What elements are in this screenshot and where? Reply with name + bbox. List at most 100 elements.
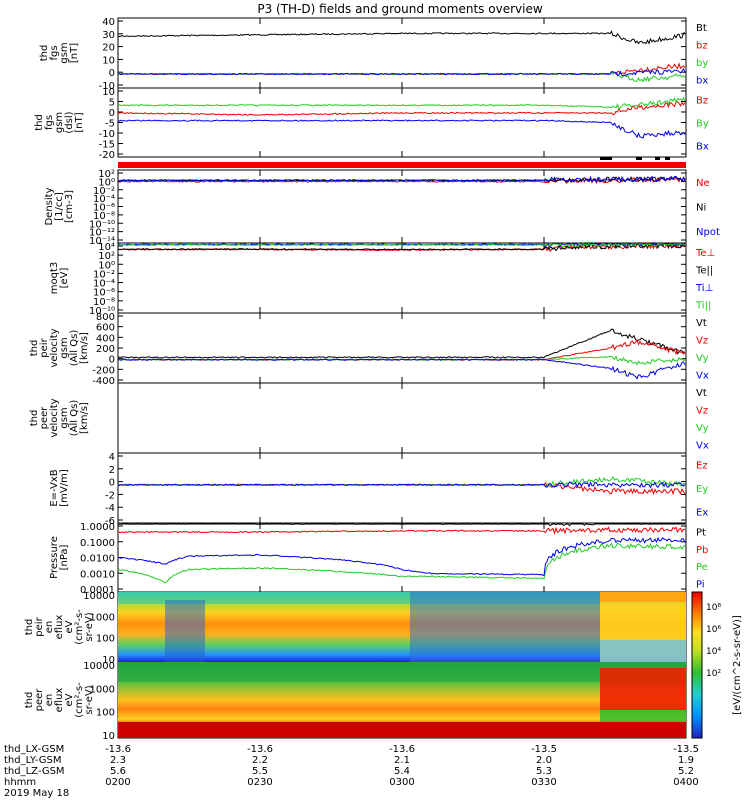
axis-ly-4: 1.9 (678, 755, 694, 766)
legend-Vy: Vy (696, 353, 709, 364)
ytick-label: 10⁻⁸ (93, 211, 115, 222)
row-label-hhmm: hhmm (4, 777, 36, 788)
axis-lx-2: -13.6 (389, 744, 415, 755)
ylabel-line: gsm (59, 407, 70, 428)
ion-spectrogram (118, 592, 686, 662)
panel-frame (117, 312, 687, 384)
ytick-label: 10⁻¹⁴ (89, 236, 115, 247)
ytick-label: 100 (96, 708, 115, 719)
ytick-label: 30 (102, 30, 115, 41)
series-Pb (117, 526, 686, 535)
panel-frame (117, 17, 687, 89)
axis-ly-1: 2.2 (252, 755, 268, 766)
series-Ti|| (117, 243, 686, 248)
ylabel-line: Pressure (49, 536, 60, 579)
ytick-label: 10 (102, 87, 115, 98)
ytick-label: 10⁻⁴ (93, 279, 115, 290)
ylabel-line: eflux (54, 688, 65, 713)
ylabel-line: eflux (54, 615, 65, 640)
panel-frame (117, 382, 687, 454)
ylabel-line: peir (39, 337, 50, 357)
ytick-label: 10⁻² (93, 269, 115, 280)
ylabel-line: E=-VxB (49, 469, 60, 506)
legend-Pt: Pt (696, 528, 706, 539)
ylabel-line: sr-eV) (84, 612, 95, 641)
legend-bx: bx (696, 75, 708, 86)
legend-Vy: Vy (696, 423, 709, 434)
series-Pt (117, 523, 685, 527)
axis-lx-4: -13.5 (673, 744, 699, 755)
ytick-label: 10⁴ (98, 242, 115, 253)
quality-flag-bar (118, 162, 686, 168)
ylabel-line: (cm²-s- (74, 609, 85, 645)
ylabel-line: velocity (49, 328, 60, 367)
ylabel-line: velocity (49, 398, 60, 437)
series-Pi (118, 536, 686, 576)
ytick-label: -6 (105, 516, 115, 527)
ytick-label: 40 (102, 17, 115, 28)
series-Ey (117, 475, 686, 488)
axis-ly-3: 2.0 (536, 755, 552, 766)
axis-lx-1: -13.6 (247, 744, 273, 755)
axis-hhmm-4: 0400 (673, 777, 698, 788)
axis-hhmm-2: 0300 (389, 777, 414, 788)
colorbar-tick-3: 10² (706, 669, 721, 679)
ylabel-line: (dsl) (64, 111, 75, 133)
legend-By: By (696, 119, 709, 130)
series-Pe (117, 542, 686, 584)
ylabel-line: en (44, 621, 55, 634)
axis-ly-0: 2.3 (110, 755, 126, 766)
ytick-label: 10000 (83, 591, 115, 602)
legend-Npot: Npot (696, 227, 720, 238)
ylabel-line: thd (39, 45, 50, 62)
ytick-label: 0 (109, 68, 115, 79)
ytick-label: 10 (102, 655, 115, 666)
colorbar-tick-0: 10⁸ (706, 603, 721, 613)
series-Ex (117, 481, 686, 489)
legend-Ex: Ex (696, 507, 708, 518)
ytick-label: -4 (105, 503, 115, 514)
ytick-label: 0.0100 (80, 554, 115, 565)
electron-spectrogram (118, 662, 686, 738)
ytick-label: 10⁰ (98, 177, 115, 188)
figure-title: P3 (TH-D) fields and ground moments over… (257, 2, 542, 16)
ytick-label: -2 (105, 490, 115, 501)
ytick-label: 600 (96, 323, 115, 334)
axis-hhmm-3: 0330 (531, 777, 556, 788)
axis-lz-2: 5.4 (394, 766, 410, 777)
legend-Te||: Te|| (695, 265, 713, 276)
ytick-label: -10 (99, 81, 115, 92)
ytick-label: 100 (96, 634, 115, 645)
bottom-axis: thd_LX-GSM thd_LY-GSM thd_LZ-GSM hhmm 20… (4, 744, 699, 799)
panel-2: Density [1/cc] [cm-3]10²10⁰10⁻²10⁻⁴10⁻⁶10⁻… (44, 169, 720, 247)
ylabel-line: peer (34, 688, 45, 712)
row-label-ly: thd_LY-GSM (4, 755, 61, 766)
ytick-label: 10⁻¹⁰ (89, 219, 115, 230)
ylabel-line: fgs (49, 45, 60, 60)
ytick-label: -5 (105, 119, 115, 130)
ytick-label: 800 (96, 312, 115, 323)
legend-Vz: Vz (696, 335, 708, 346)
legend-Pi: Pi (696, 579, 705, 590)
ytick-label: 0.1000 (80, 538, 115, 549)
legend-Vt: Vt (696, 388, 707, 399)
ytick-label: 10⁻¹⁰ (89, 306, 115, 317)
ytick-label: 10² (98, 251, 115, 262)
legend-Te⊥: Te⊥ (695, 248, 715, 259)
ylabel-line: peir (34, 616, 45, 636)
colorbar: 10⁸ 10⁶ 10⁴ 10² [eV/(cm^2-s-sr-eV)] (691, 591, 743, 739)
quality-flag-mark (655, 157, 660, 160)
ylabel-line: thd (34, 114, 45, 131)
series-By (117, 96, 686, 111)
ylabel-line: sr-eV) (84, 685, 95, 714)
ytick-label: 10000 (83, 661, 115, 672)
legend-Ne: Ne (696, 178, 710, 189)
ytick-label: 10² (98, 169, 115, 180)
legend-Ti||: Ti|| (695, 300, 711, 311)
legend-Ti⊥: Ti⊥ (695, 283, 713, 294)
ylabel-line: [km/s] (79, 332, 90, 364)
ytick-label: 0 (109, 108, 115, 119)
legend-Vx: Vx (696, 440, 709, 451)
